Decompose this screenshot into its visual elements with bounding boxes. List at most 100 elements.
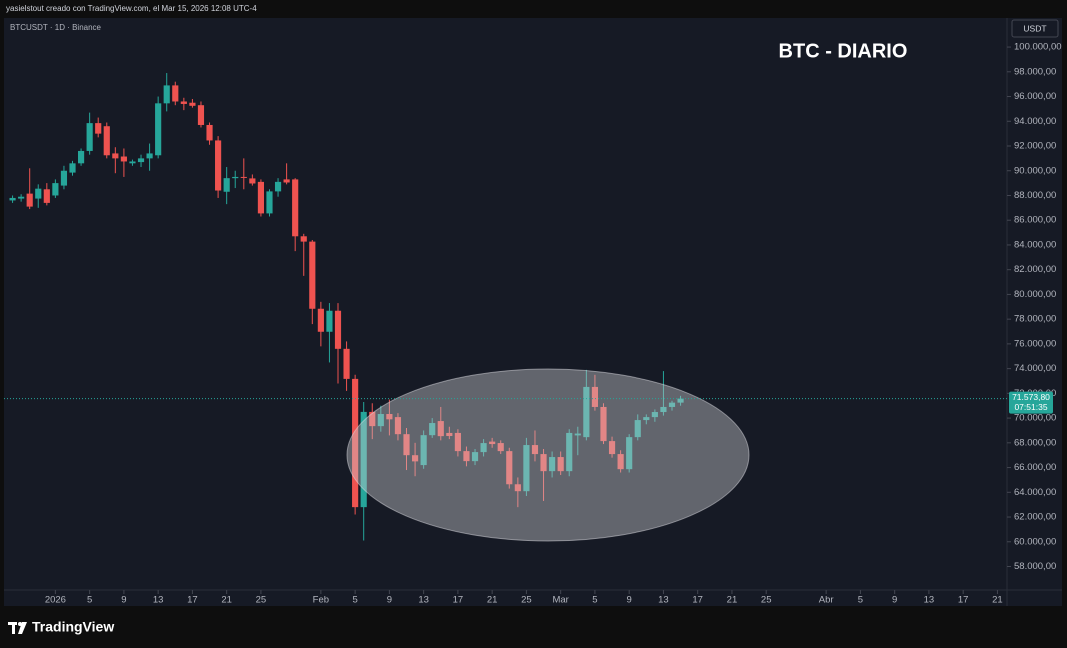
- x-tick-label: 5: [87, 595, 92, 606]
- candle-body: [283, 179, 290, 183]
- candle-body: [137, 158, 145, 163]
- candle-body: [86, 123, 93, 151]
- candle-body: [591, 386, 599, 407]
- candle-body: [446, 432, 453, 437]
- x-tick-label: 21: [992, 595, 1003, 606]
- candle-body: [43, 189, 50, 203]
- countdown: 07:51:35: [1014, 402, 1047, 412]
- candle-body: [112, 153, 119, 159]
- candle-body: [172, 85, 179, 102]
- x-tick-label: 17: [958, 595, 969, 606]
- candle-body: [257, 181, 265, 214]
- candle-body: [206, 124, 213, 141]
- y-tick-label: 80.000,00: [1014, 289, 1056, 300]
- candle-body: [566, 432, 573, 472]
- x-tick-label: 5: [592, 595, 597, 606]
- x-tick-label: 21: [727, 595, 738, 606]
- y-tick-label: 66.000,00: [1014, 462, 1056, 473]
- y-tick-label: 90.000,00: [1014, 165, 1056, 176]
- x-tick-label: 13: [658, 595, 669, 606]
- x-tick-label: 5: [858, 595, 863, 606]
- candle-body: [266, 191, 273, 214]
- candle-body: [429, 423, 436, 436]
- x-tick-label: 9: [387, 595, 392, 606]
- x-tick-label: 5: [352, 595, 357, 606]
- candle-body: [52, 183, 59, 196]
- currency: USDT: [1023, 23, 1046, 33]
- candle-body: [95, 123, 102, 134]
- candle-body: [497, 443, 504, 452]
- candle-body: [9, 197, 16, 201]
- candle-body: [626, 437, 633, 470]
- x-tick-label: 9: [627, 595, 632, 606]
- candle-body: [232, 176, 239, 179]
- candle-body: [668, 402, 676, 407]
- x-tick-label: Abr: [819, 595, 834, 606]
- candle-body: [155, 103, 162, 156]
- logo-part: [12, 622, 15, 634]
- y-tick-label: 82.000,00: [1014, 264, 1056, 275]
- last-price-label: 71.573,80: [1012, 392, 1050, 402]
- logo-part: [18, 622, 27, 634]
- candle-body: [634, 420, 641, 438]
- candle-body: [617, 454, 624, 470]
- candle-body: [18, 196, 25, 199]
- candle-body: [240, 176, 247, 178]
- y-tick-label: 94.000,00: [1014, 116, 1056, 127]
- candle-body: [352, 378, 359, 508]
- candle-body: [463, 451, 470, 462]
- x-tick-label: 9: [121, 595, 126, 606]
- candle-body: [386, 414, 393, 420]
- candle-body: [660, 406, 667, 413]
- candle-body: [26, 193, 33, 207]
- candle-body: [394, 417, 402, 435]
- candle-body: [317, 308, 324, 332]
- candle-body: [189, 102, 196, 106]
- candle-body: [489, 441, 496, 445]
- y-tick-label: 70.000,00: [1014, 413, 1056, 424]
- candle-body: [583, 386, 590, 438]
- y-tick-label: 100.000,00: [1014, 42, 1062, 53]
- x-tick-label: 21: [221, 595, 232, 606]
- candle-body: [197, 105, 205, 125]
- chart-title: BTC - DIARIO: [779, 40, 908, 62]
- x-tick-label: 2026: [45, 595, 66, 606]
- footer-brand: TradingView: [32, 619, 114, 635]
- candle-body: [403, 434, 410, 456]
- footer-bar: [0, 607, 1067, 648]
- candle-body: [574, 433, 581, 436]
- candle-body: [360, 411, 367, 508]
- candle-body: [292, 179, 299, 237]
- candle-body: [677, 398, 684, 403]
- candle-body: [69, 163, 76, 173]
- candle-body: [523, 445, 530, 492]
- x-tick-label: 25: [761, 595, 772, 606]
- candle-body: [326, 310, 333, 332]
- candle-body: [249, 178, 256, 184]
- y-tick-label: 62.000,00: [1014, 512, 1056, 523]
- candle-body: [77, 150, 85, 164]
- candle-body: [60, 170, 68, 186]
- x-tick-label: Feb: [313, 595, 329, 606]
- x-tick-label: 17: [453, 595, 464, 606]
- y-tick-label: 92.000,00: [1014, 141, 1056, 152]
- y-tick-label: 78.000,00: [1014, 314, 1056, 325]
- candle-body: [540, 454, 547, 472]
- y-tick-label: 76.000,00: [1014, 338, 1056, 349]
- x-tick-label: 17: [187, 595, 198, 606]
- candle-body: [643, 417, 650, 421]
- candle-body: [146, 153, 153, 159]
- candle-body: [377, 414, 384, 427]
- candle-body: [215, 140, 222, 191]
- y-tick-label: 96.000,00: [1014, 91, 1056, 102]
- x-tick-label: 17: [692, 595, 703, 606]
- y-tick-label: 74.000,00: [1014, 363, 1056, 374]
- chart-panel: [4, 18, 1062, 606]
- candle-body: [163, 85, 170, 104]
- x-tick-label: 13: [418, 595, 429, 606]
- x-tick-label: 21: [487, 595, 498, 606]
- last-price-badge: [1009, 391, 1053, 414]
- candle-body: [309, 241, 316, 309]
